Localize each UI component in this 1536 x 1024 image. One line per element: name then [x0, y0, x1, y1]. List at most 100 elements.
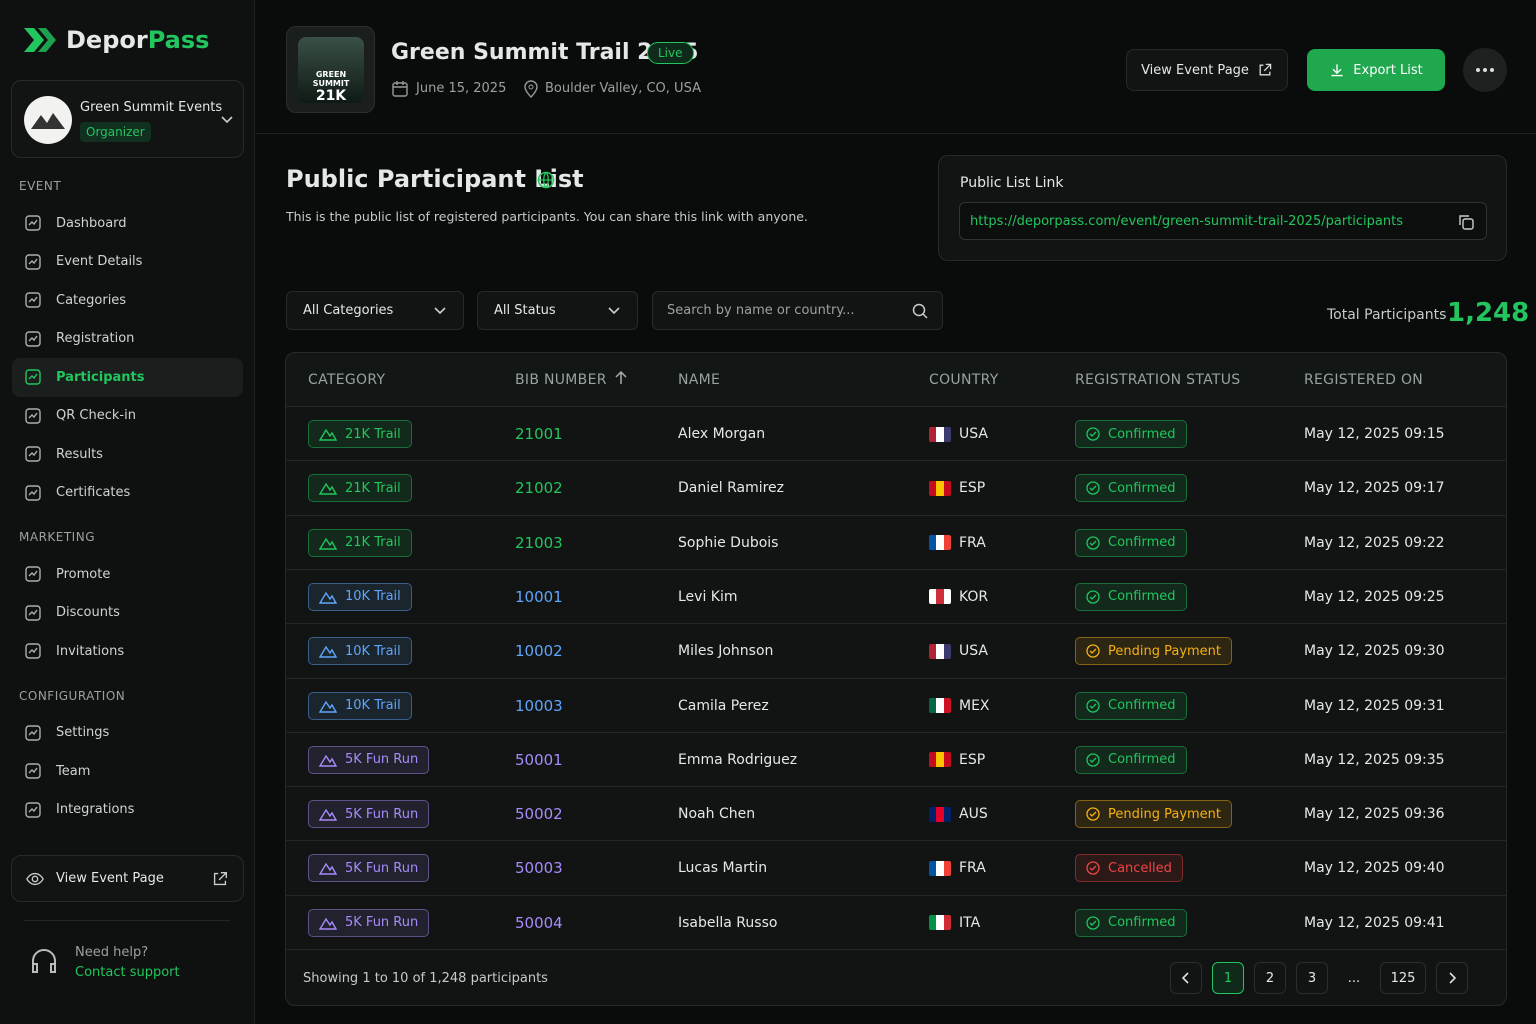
nav-item[interactable]: Categories	[12, 281, 243, 320]
category-badge: 10K Trail	[308, 582, 412, 611]
event-status: Live	[647, 42, 694, 64]
globe-icon	[537, 171, 555, 189]
help-link[interactable]: Contact support	[75, 965, 180, 980]
bib-number: 50002	[515, 805, 563, 824]
nav-item-label: Promote	[56, 566, 111, 582]
category-label: 5K Fun Run	[345, 806, 419, 822]
nav-item-label: Categories	[56, 292, 127, 308]
nav-item[interactable]: Integrations	[12, 791, 243, 830]
nav-item[interactable]: Participants	[12, 358, 243, 397]
headset-icon	[32, 949, 56, 973]
organizer-card[interactable]: Green Summit Events Organizer	[11, 80, 244, 158]
page-button[interactable]: 3	[1296, 962, 1328, 994]
status-cell: Confirmed	[1075, 733, 1187, 787]
more-button[interactable]	[1463, 48, 1507, 92]
category-label: 5K Fun Run	[345, 915, 419, 931]
nav-item[interactable]: Dashboard	[12, 204, 243, 243]
link-panel: Public List Link https://deporpass.com/e…	[938, 155, 1507, 261]
flag-stripe	[929, 752, 937, 768]
category-badge: 10K Trail	[308, 691, 412, 720]
export-button[interactable]: Export List	[1307, 49, 1445, 91]
table-row: 5K Fun Run 50001 Emma Rodriguez ESP Confirme…	[286, 731, 1506, 787]
registered-on: May 12, 2025 09:17	[1304, 480, 1445, 497]
flag	[929, 806, 951, 822]
table-row: 10K Trail 10001 Levi Kim KOR Confirmed May 12…	[286, 568, 1506, 624]
flag-stripe	[936, 915, 944, 931]
category-label: 10K Trail	[345, 589, 401, 605]
status-badge: Confirmed	[1075, 474, 1187, 503]
nav-item[interactable]: Registration	[12, 320, 243, 359]
nav-item-label: Settings	[56, 725, 110, 741]
page-button[interactable]: 2	[1254, 962, 1286, 994]
category-cell: 10K Trail	[308, 570, 412, 624]
search-box[interactable]: Search by name or country...	[652, 291, 943, 330]
view-event-button[interactable]: View Event Page	[1126, 49, 1288, 91]
page-button[interactable]: ...	[1347, 970, 1361, 986]
flag-stripe	[929, 535, 937, 551]
flag-stripe	[929, 860, 937, 876]
brand[interactable]: DeporPass	[22, 26, 209, 54]
registered-on: May 12, 2025 09:22	[1304, 534, 1445, 551]
category-badge: 5K Fun Run	[308, 745, 430, 774]
flag-stripe	[929, 806, 937, 822]
flag-stripe	[943, 480, 951, 496]
status-cell: Confirmed	[1075, 570, 1187, 624]
nav-item[interactable]: Settings	[12, 714, 243, 753]
next-page[interactable]	[1436, 962, 1468, 994]
prev-page[interactable]	[1170, 962, 1202, 994]
sidebar-view-event-label: View Event Page	[56, 871, 164, 886]
nav-item[interactable]: Results	[12, 435, 243, 474]
flag-stripe	[936, 860, 944, 876]
nav-item[interactable]: Invitations	[12, 632, 243, 671]
nav-icon	[25, 369, 41, 385]
registered-on: May 12, 2025 09:40	[1304, 860, 1445, 877]
column-header-label: COUNTRY	[929, 371, 999, 388]
flag-stripe	[943, 915, 951, 931]
nav-item[interactable]: Certificates	[12, 474, 243, 513]
nav-item[interactable]: Promote	[12, 555, 243, 594]
category-badge: 21K Trail	[308, 474, 412, 503]
link-url: https://deporpass.com/event/green-summit…	[970, 214, 1403, 229]
status-label: Confirmed	[1108, 589, 1176, 605]
status-badge: Confirmed	[1075, 420, 1187, 448]
nav-icon	[25, 725, 41, 741]
flag	[929, 915, 951, 931]
nav-section: CONFIGURATION Settings Team Integrations	[0, 678, 255, 830]
participant-name: Isabella Russo	[678, 914, 778, 931]
link-field[interactable]: https://deporpass.com/event/green-summit…	[959, 202, 1487, 240]
nav-item[interactable]: QR Check-in	[12, 397, 243, 436]
flag-stripe	[943, 643, 951, 659]
page-button[interactable]: 1	[1212, 962, 1244, 994]
nav-item[interactable]: Discounts	[12, 594, 243, 633]
category-cell: 5K Fun Run	[308, 896, 430, 950]
nav-item[interactable]: Event Details	[12, 243, 243, 282]
status-filter[interactable]: All Status	[477, 291, 638, 330]
category-badge: 21K Trail	[308, 420, 412, 448]
category-filter[interactable]: All Categories	[286, 291, 464, 330]
page-button[interactable]: 125	[1380, 962, 1426, 994]
country-code: ITA	[959, 914, 981, 931]
nav-icon	[25, 605, 41, 621]
bib-number: 50001	[515, 750, 563, 769]
status-label: Confirmed	[1108, 752, 1176, 768]
status-cell: Confirmed	[1075, 896, 1187, 950]
nav-item[interactable]: Team	[12, 752, 243, 791]
pagination: 1 2 3... 125	[1170, 962, 1468, 994]
status-label: Confirmed	[1108, 915, 1176, 931]
status-label: Confirmed	[1108, 698, 1176, 713]
flag-stripe	[943, 752, 951, 768]
nav-section-title: EVENT	[19, 179, 62, 193]
registered-on: May 12, 2025 09:41	[1304, 914, 1445, 931]
nav-section-title: MARKETING	[19, 530, 95, 544]
status-cell: Confirmed	[1075, 461, 1187, 515]
copy-icon[interactable]	[1457, 213, 1475, 231]
country-code: USA	[959, 643, 988, 660]
sidebar-view-event[interactable]: View Event Page	[11, 855, 244, 902]
category-cell: 5K Fun Run	[308, 733, 430, 787]
external-icon	[1259, 63, 1272, 76]
bib-number: 21001	[515, 425, 563, 443]
view-event-label: View Event Page	[1141, 62, 1249, 78]
status-cell: Confirmed	[1075, 679, 1187, 733]
